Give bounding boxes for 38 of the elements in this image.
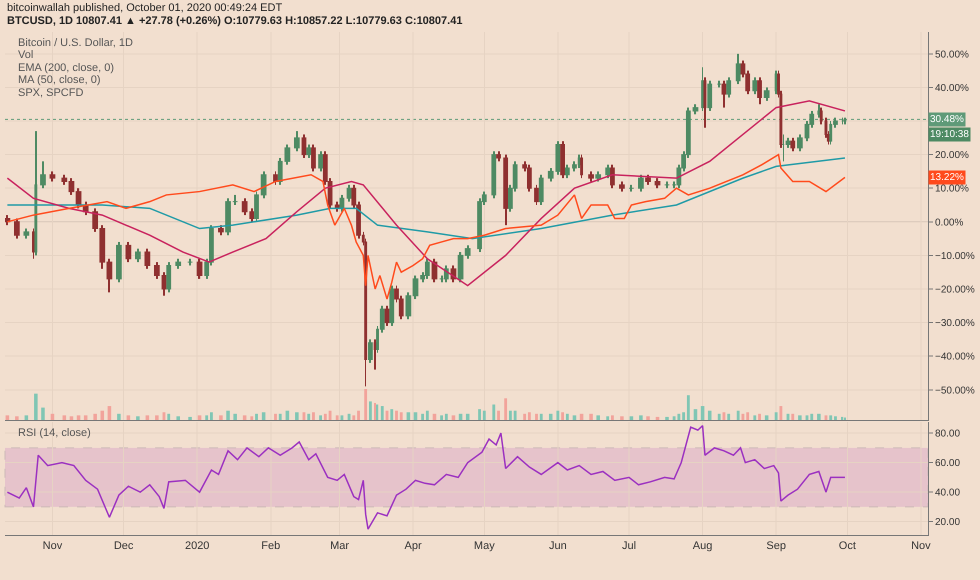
chart-title: bitcoinwallah published, October 01, 2020 00:49:24 EDT xyxy=(7,2,282,14)
x-tick-label: Nov xyxy=(42,540,63,552)
y-tick-label: 40.00 xyxy=(935,488,960,499)
x-tick-label: 2020 xyxy=(184,540,210,552)
y-tick-label: 20.00 xyxy=(935,517,960,528)
y-tick-label: −40.00% xyxy=(935,352,975,363)
text: 19:10:38 xyxy=(930,129,970,140)
annotation: MA (50, close, 0) xyxy=(18,74,101,86)
ref-line-label: 30.48% xyxy=(930,114,964,125)
annotation: 13.22% xyxy=(930,172,964,183)
annotation: SPX, SPCFD xyxy=(18,87,84,99)
x-tick-label: Jun xyxy=(548,540,567,552)
x-tick-label: Oct xyxy=(838,540,856,552)
y-tick-label: −10.00% xyxy=(935,250,975,262)
y-tick-label: 50.00% xyxy=(935,49,970,60)
x-tick-label: Jul xyxy=(622,540,636,552)
x-tick-label: Mar xyxy=(330,540,350,552)
y-tick-label: −50.00% xyxy=(935,385,975,396)
x-tick-label: Aug xyxy=(692,540,712,552)
y-tick-label: 40.00% xyxy=(935,82,970,94)
y-tick-label: 20.00% xyxy=(935,150,970,162)
y-tick-label: 80.00 xyxy=(935,428,960,440)
x-tick-label: Apr xyxy=(404,540,422,552)
y-tick-label: −20.00% xyxy=(935,284,975,296)
y-tick-label: 10.00% xyxy=(935,184,970,195)
x-tick-label: Nov xyxy=(911,540,932,552)
x-tick-label: May xyxy=(474,540,496,552)
annotation: Vol xyxy=(18,49,34,61)
x-tick-label: Sep xyxy=(766,540,786,552)
y-tick-label: 0.00% xyxy=(935,217,964,228)
y-tick-label: −30.00% xyxy=(935,318,975,330)
y-tick-label: 60.00 xyxy=(935,458,960,470)
x-tick-label: Dec xyxy=(114,540,134,552)
annotation: Bitcoin / U.S. Dollar, 1D xyxy=(18,37,133,49)
annotation: EMA (200, close, 0) xyxy=(18,62,114,74)
x-tick-label: Feb xyxy=(261,540,280,552)
annotation: RSI (14, close) xyxy=(18,427,91,439)
chart-subtitle: BTCUSD, 1D 10807.41 ▲ +27.78 (+0.26%) O:10779.63 H:10857.22 L:10779.63 C:10807.41 xyxy=(7,15,462,27)
